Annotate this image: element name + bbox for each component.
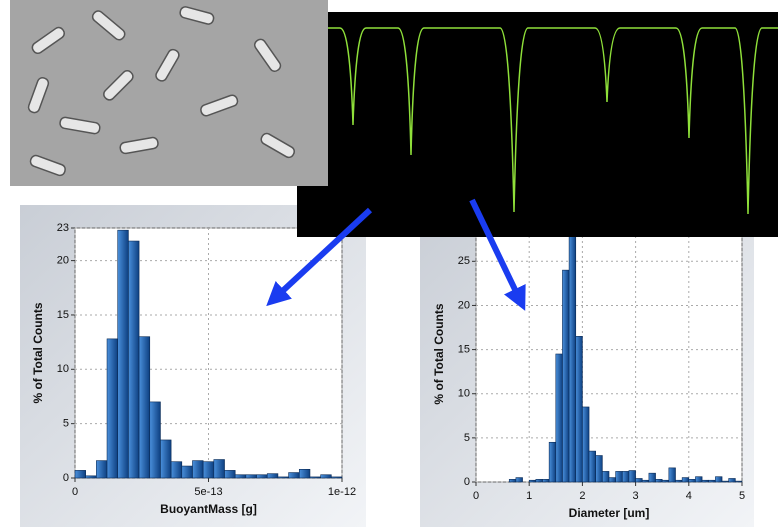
micrograph xyxy=(10,0,328,186)
x-tick-label: 2 xyxy=(579,490,585,502)
signal-trace xyxy=(297,12,778,237)
y-axis-label: % of Total Counts xyxy=(432,303,446,404)
bar xyxy=(528,479,537,483)
bar xyxy=(681,477,690,483)
bar xyxy=(515,477,523,483)
plot-area xyxy=(475,225,743,483)
y-tick-label: 20 xyxy=(458,299,470,311)
bar xyxy=(575,336,583,483)
bar xyxy=(331,476,343,479)
bar xyxy=(256,474,268,479)
bar xyxy=(588,450,596,483)
y-tick-label: 15 xyxy=(458,343,470,355)
bar xyxy=(582,406,590,483)
bar xyxy=(128,240,140,479)
bar xyxy=(309,476,321,479)
bar xyxy=(621,471,630,483)
x-tick-label: 5e-13 xyxy=(194,486,222,498)
y-axis-label: % of Total Counts xyxy=(31,302,45,403)
y-tick-label: 15 xyxy=(57,309,69,321)
y-tick-label: 5 xyxy=(464,432,470,444)
bar xyxy=(655,479,663,483)
bar xyxy=(661,479,670,483)
x-tick-label: 5 xyxy=(739,490,745,502)
bar xyxy=(298,469,311,479)
bar xyxy=(701,479,710,483)
x-tick-label: 3 xyxy=(633,490,639,502)
bar xyxy=(224,470,236,479)
y-tick-label: 20 xyxy=(57,255,69,267)
bar xyxy=(202,461,215,479)
bar xyxy=(508,479,517,483)
bar xyxy=(608,477,616,483)
bar xyxy=(181,465,193,479)
bar xyxy=(635,478,643,483)
bar xyxy=(548,441,557,483)
bar xyxy=(149,401,161,479)
y-tick-label: 23 xyxy=(57,222,69,234)
bar xyxy=(721,480,729,483)
bar xyxy=(728,478,736,483)
x-tick-label: 0 xyxy=(72,486,78,498)
bar xyxy=(595,455,603,483)
bar xyxy=(117,229,129,479)
bar xyxy=(266,473,279,479)
x-axis-label: Diameter [um] xyxy=(569,506,650,520)
bar xyxy=(641,479,650,483)
bar xyxy=(160,439,172,479)
bar xyxy=(535,479,543,483)
x-tick-label: 1e-12 xyxy=(328,486,356,498)
bar xyxy=(192,460,204,479)
bar xyxy=(562,269,570,483)
bar xyxy=(542,479,550,483)
bar xyxy=(668,467,676,483)
x-tick-label: 4 xyxy=(686,490,692,502)
bar xyxy=(648,472,656,483)
bar xyxy=(106,338,119,479)
x-tick-label: 1 xyxy=(526,490,532,502)
bar xyxy=(234,474,247,479)
bar xyxy=(245,474,257,479)
bar xyxy=(688,479,696,483)
bar xyxy=(288,472,300,479)
bar xyxy=(74,470,86,479)
x-axis-label: BuoyantMass [g] xyxy=(160,502,257,516)
bar xyxy=(170,461,183,479)
y-tick-label: 5 xyxy=(63,418,69,430)
bar xyxy=(715,476,723,483)
bar xyxy=(708,479,716,483)
bar xyxy=(628,470,636,483)
bar xyxy=(277,476,289,479)
bar xyxy=(96,460,108,479)
bar xyxy=(695,476,703,483)
arrows xyxy=(266,198,526,311)
y-tick-label: 0 xyxy=(464,476,470,488)
y-tick-label: 10 xyxy=(57,363,69,375)
bar xyxy=(85,475,97,479)
bar xyxy=(320,474,332,479)
bar xyxy=(568,234,577,483)
bar xyxy=(555,353,563,483)
y-tick-label: 0 xyxy=(63,472,69,484)
bar xyxy=(615,471,623,483)
bar xyxy=(138,336,151,479)
bar xyxy=(602,471,610,483)
bar xyxy=(213,459,225,479)
y-tick-label: 25 xyxy=(458,255,470,267)
y-tick-label: 10 xyxy=(458,388,470,400)
bar xyxy=(675,479,683,483)
x-tick-label: 0 xyxy=(473,490,479,502)
bar xyxy=(735,480,743,483)
